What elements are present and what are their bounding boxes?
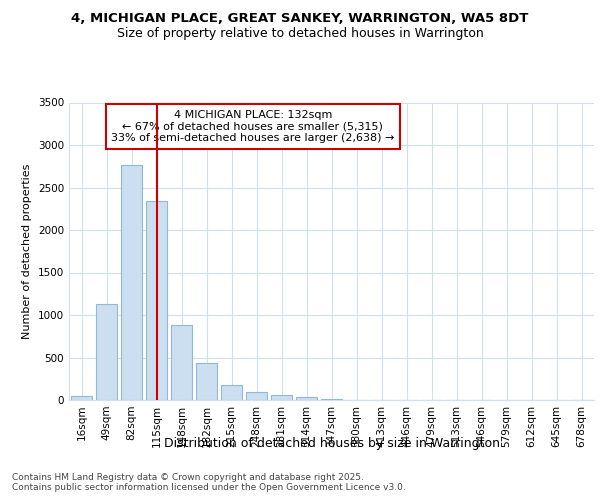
Bar — [121, 166, 142, 400]
Text: Contains public sector information licensed under the Open Government Licence v3: Contains public sector information licen… — [12, 484, 406, 492]
Text: Contains HM Land Registry data © Crown copyright and database right 2025.: Contains HM Land Registry data © Crown c… — [12, 472, 364, 482]
Text: 4 MICHIGAN PLACE: 132sqm
← 67% of detached houses are smaller (5,315)
33% of sem: 4 MICHIGAN PLACE: 132sqm ← 67% of detach… — [111, 110, 394, 143]
Bar — [221, 385, 242, 400]
Bar — [196, 364, 217, 400]
Bar — [271, 395, 292, 400]
Bar — [96, 304, 117, 400]
Bar — [296, 398, 317, 400]
Bar — [246, 392, 267, 400]
Text: Size of property relative to detached houses in Warrington: Size of property relative to detached ho… — [116, 28, 484, 40]
Text: Distribution of detached houses by size in Warrington: Distribution of detached houses by size … — [164, 438, 500, 450]
Bar — [146, 201, 167, 400]
Bar — [321, 399, 342, 400]
Y-axis label: Number of detached properties: Number of detached properties — [22, 164, 32, 339]
Text: 4, MICHIGAN PLACE, GREAT SANKEY, WARRINGTON, WA5 8DT: 4, MICHIGAN PLACE, GREAT SANKEY, WARRING… — [71, 12, 529, 26]
Bar — [171, 325, 192, 400]
Bar — [71, 396, 92, 400]
